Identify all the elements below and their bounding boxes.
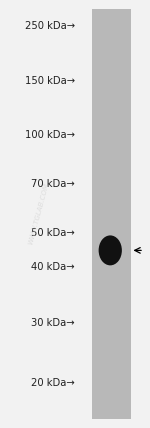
Text: 250 kDa→: 250 kDa→ [25, 21, 75, 31]
Text: 150 kDa→: 150 kDa→ [25, 76, 75, 86]
Bar [92, 9, 130, 419]
Text: 40 kDa→: 40 kDa→ [31, 262, 75, 273]
Text: 70 kDa→: 70 kDa→ [31, 179, 75, 189]
Text: 50 kDa→: 50 kDa→ [31, 228, 75, 238]
Text: WWW.TGLAB.COM: WWW.TGLAB.COM [28, 182, 50, 246]
Text: 20 kDa→: 20 kDa→ [31, 378, 75, 388]
Text: 100 kDa→: 100 kDa→ [25, 130, 75, 140]
Text: 30 kDa→: 30 kDa→ [31, 318, 75, 328]
Ellipse shape [99, 235, 122, 265]
